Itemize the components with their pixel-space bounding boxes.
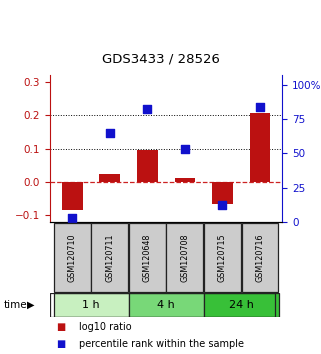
Bar [175,178,195,182]
Bar [62,182,82,210]
FancyBboxPatch shape [204,293,279,316]
Text: 24 h: 24 h [229,300,254,310]
Point [145,107,150,112]
Bar [137,150,158,182]
Text: GSM120715: GSM120715 [218,233,227,282]
Text: GDS3433 / 28526: GDS3433 / 28526 [101,53,220,65]
FancyBboxPatch shape [129,293,204,316]
Point [70,215,75,221]
FancyBboxPatch shape [129,223,166,292]
Bar [250,113,270,182]
Text: GSM120708: GSM120708 [180,233,189,282]
Text: ■: ■ [56,322,65,332]
Text: time: time [3,300,27,310]
FancyBboxPatch shape [167,223,203,292]
Text: log10 ratio: log10 ratio [79,322,131,332]
Text: ▶: ▶ [27,300,34,310]
Point [182,146,187,152]
Text: percentile rank within the sample: percentile rank within the sample [79,339,244,349]
FancyBboxPatch shape [91,223,128,292]
Point [257,104,263,109]
FancyBboxPatch shape [242,223,278,292]
Text: 1 h: 1 h [82,300,100,310]
Text: GSM120716: GSM120716 [256,233,265,282]
Bar [100,173,120,182]
FancyBboxPatch shape [54,293,129,316]
Point [107,130,112,136]
Text: 4 h: 4 h [157,300,175,310]
Bar [212,182,233,204]
Text: GSM120711: GSM120711 [105,233,114,282]
Text: ■: ■ [56,339,65,349]
Point [220,202,225,208]
Text: GSM120648: GSM120648 [143,233,152,281]
FancyBboxPatch shape [204,223,241,292]
FancyBboxPatch shape [54,223,91,292]
Text: GSM120710: GSM120710 [68,233,77,282]
